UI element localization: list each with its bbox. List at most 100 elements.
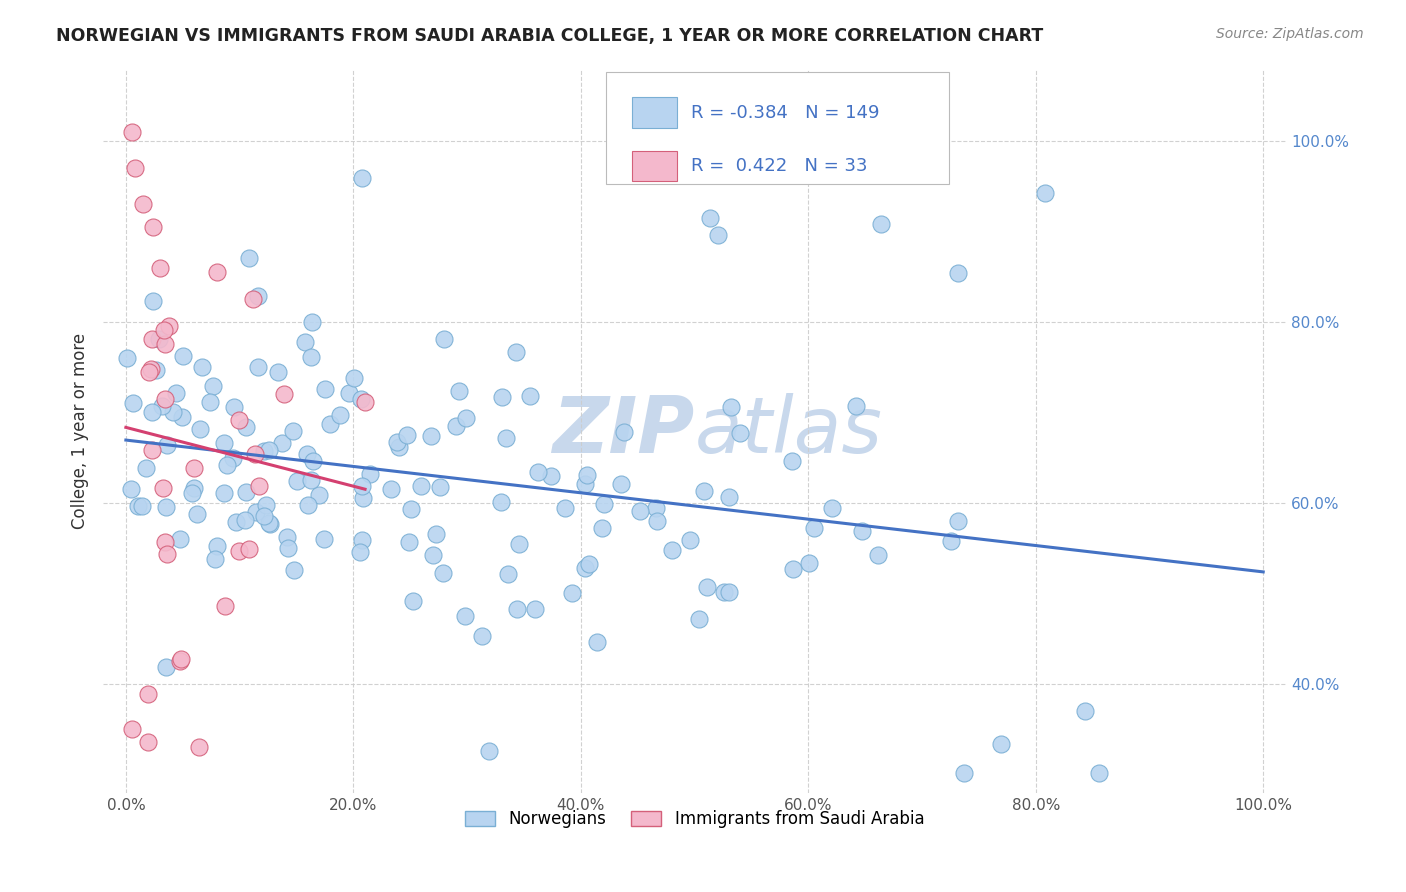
Point: [329, 408, 352, 422]
Point: [354, 395, 377, 409]
Point: [505, 345, 527, 359]
Point: [352, 491, 374, 505]
Point: [252, 508, 274, 523]
Point: [145, 363, 167, 377]
Point: [247, 360, 270, 375]
Point: [628, 504, 651, 518]
Point: [799, 557, 821, 571]
Point: [720, 400, 742, 414]
Bar: [631, 151, 676, 181]
Text: R = -0.384   N = 149: R = -0.384 N = 149: [690, 103, 880, 121]
Point: [142, 219, 165, 234]
Point: [946, 266, 969, 280]
Point: [285, 474, 308, 488]
Point: [273, 387, 295, 401]
Text: atlas: atlas: [695, 392, 883, 468]
Point: [276, 530, 298, 544]
Point: [283, 424, 305, 438]
Point: [454, 411, 477, 425]
Point: [1033, 186, 1056, 200]
Point: [254, 498, 277, 512]
Point: [169, 653, 191, 667]
Point: [283, 563, 305, 577]
Point: [1088, 765, 1111, 780]
Point: [540, 469, 562, 483]
Point: [155, 392, 177, 407]
Point: [132, 197, 155, 211]
Point: [679, 533, 702, 548]
Point: [165, 385, 187, 400]
Point: [181, 486, 204, 500]
Point: [718, 585, 741, 599]
Point: [527, 465, 550, 479]
Point: [314, 382, 336, 396]
Point: [349, 545, 371, 559]
Point: [170, 410, 193, 425]
Point: [718, 490, 741, 504]
Point: [498, 567, 520, 582]
Point: [350, 392, 373, 407]
Point: [235, 420, 257, 434]
Point: [169, 532, 191, 546]
Point: [420, 429, 443, 443]
Point: [117, 351, 139, 366]
Point: [124, 161, 146, 175]
Point: [696, 580, 718, 594]
Point: [319, 417, 342, 431]
Point: [243, 447, 266, 461]
Point: [312, 532, 335, 546]
Point: [235, 485, 257, 500]
Point: [350, 479, 373, 493]
Legend: Norwegians, Immigrants from Saudi Arabia: Norwegians, Immigrants from Saudi Arabia: [458, 804, 931, 835]
Point: [170, 652, 193, 666]
Point: [135, 461, 157, 475]
Point: [425, 527, 447, 541]
Point: [245, 505, 267, 519]
Point: [201, 378, 224, 392]
Point: [688, 611, 710, 625]
Point: [489, 495, 512, 509]
Point: [121, 125, 143, 139]
Point: [172, 349, 194, 363]
Point: [152, 481, 174, 495]
Point: [141, 405, 163, 419]
Point: [136, 687, 159, 701]
Point: [271, 435, 294, 450]
Point: [233, 512, 256, 526]
Point: [454, 609, 477, 624]
Point: [267, 365, 290, 379]
Point: [432, 566, 454, 581]
Point: [187, 740, 209, 755]
Point: [156, 547, 179, 561]
Point: [343, 371, 366, 385]
Point: [385, 435, 408, 450]
Point: [294, 335, 316, 350]
Point: [186, 508, 208, 522]
Point: [845, 399, 868, 413]
Point: [214, 599, 236, 614]
Point: [820, 501, 842, 516]
Point: [191, 359, 214, 374]
Point: [238, 541, 260, 556]
Point: [713, 584, 735, 599]
Point: [506, 601, 529, 615]
Text: R =  0.422   N = 33: R = 0.422 N = 33: [690, 157, 868, 176]
Point: [259, 517, 281, 532]
Point: [478, 744, 501, 758]
Point: [222, 400, 245, 414]
Point: [228, 544, 250, 558]
Point: [471, 629, 494, 643]
Point: [136, 735, 159, 749]
Point: [277, 541, 299, 555]
Point: [591, 521, 613, 535]
Point: [610, 477, 633, 491]
Point: [205, 264, 228, 278]
Point: [585, 634, 607, 648]
Point: [257, 516, 280, 530]
Point: [433, 332, 456, 346]
Point: [337, 386, 360, 401]
Point: [148, 331, 170, 345]
Point: [301, 315, 323, 329]
Point: [253, 443, 276, 458]
Point: [139, 362, 162, 376]
